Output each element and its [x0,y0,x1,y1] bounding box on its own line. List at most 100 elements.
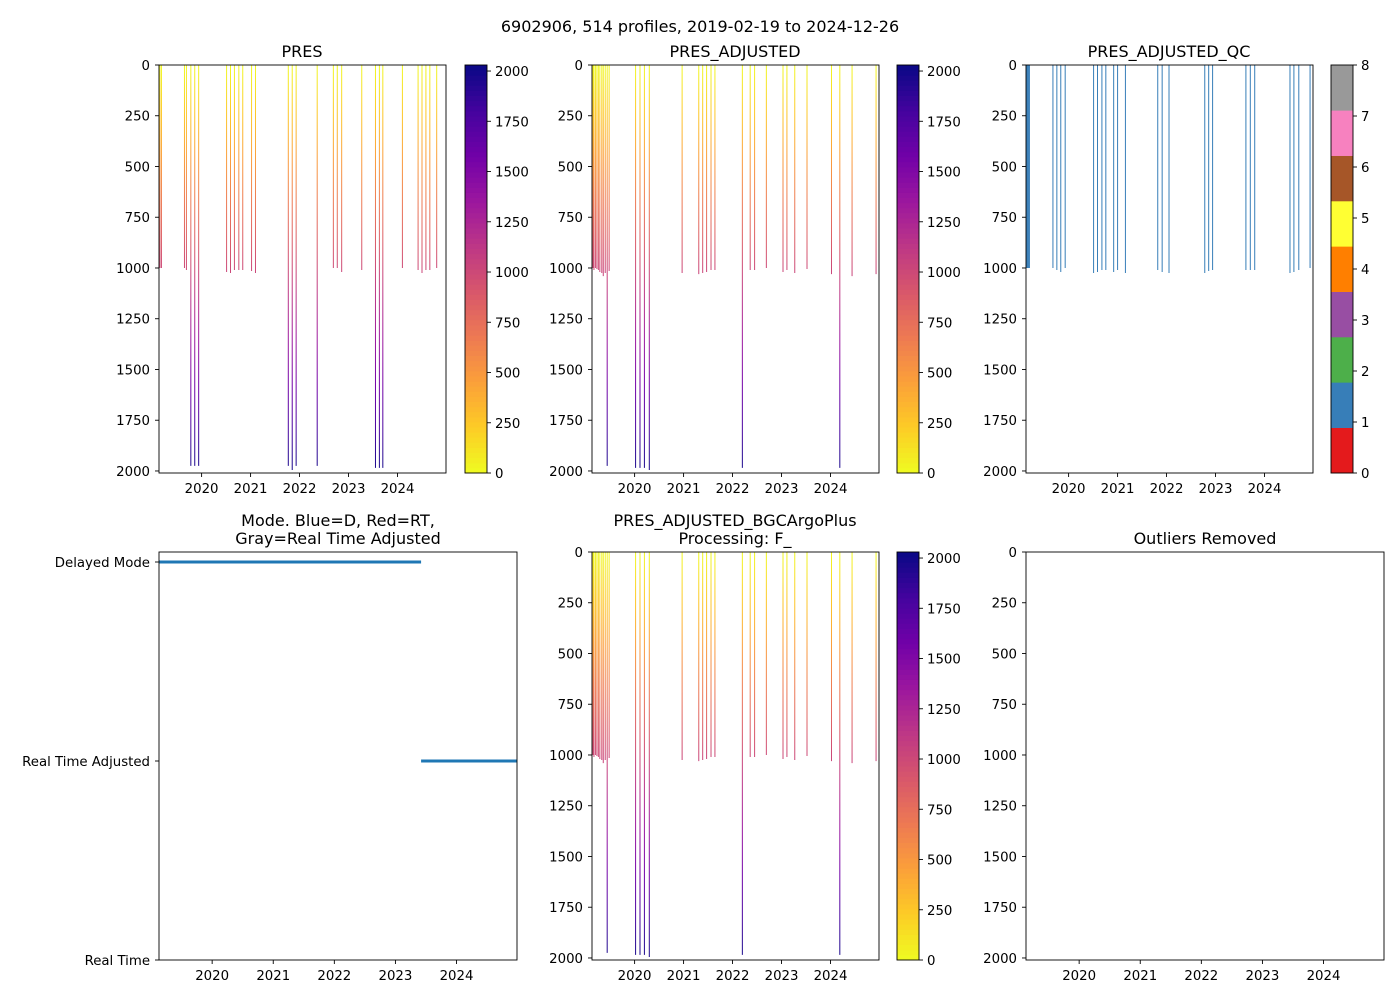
x-tick-label: 2021 [667,969,701,984]
colorbar-step [897,110,919,117]
y-tick-label: 1500 [549,363,583,378]
colorbar-step [897,75,919,81]
colorbar-step [897,771,919,777]
y-tick-label: 500 [992,160,1017,175]
colorbar-step [897,202,919,209]
colorbar-step [897,924,919,930]
panel-title: Outliers Removed [1134,529,1277,548]
colorbar-tick-label: 2 [1361,365,1369,380]
colorbar-step [897,740,919,747]
colorbar-step [465,299,487,306]
colorbar-step [897,812,919,818]
colorbar-step [465,105,487,112]
colorbar-step [897,304,919,311]
colorbar-step [897,628,919,634]
colorbar-step [897,684,919,691]
colorbar-step [465,197,487,204]
colorbar-step [897,750,919,757]
colorbar-tick-label: 250 [927,904,952,919]
x-tick-label: 2021 [1123,969,1157,984]
y-tick-label: 250 [125,110,150,125]
colorbar-step [897,934,919,940]
colorbar-step [465,437,487,443]
colorbar-step [897,355,919,362]
colorbar-step [897,735,919,742]
x-tick-label: 2022 [1150,482,1184,497]
colorbar-tick-label: 1000 [927,266,961,281]
y-tick-label: 500 [558,160,583,175]
colorbar-step [897,299,919,306]
colorbar-step [897,391,919,397]
colorbar-tick-label: 250 [927,417,952,432]
colorbar-step [897,65,919,71]
colorbar-step [897,457,919,464]
x-tick-label: 2020 [1052,482,1086,497]
y-tick-label: 500 [558,647,583,662]
colorbar-step [465,192,487,198]
colorbar-step [897,893,919,900]
colorbar-step [897,873,919,879]
colorbar-step [465,156,487,163]
colorbar-step [897,340,919,346]
x-tick-label: 2024 [1307,969,1341,984]
colorbar-tick-label: 3 [1361,314,1369,329]
colorbar-step [897,401,919,408]
panel-outliers: Outliers Removed 2020 2021 2022 2023 2024 0 250… [983,529,1385,984]
colorbar-tick-label: 1500 [495,166,529,181]
colorbar-step [897,710,919,716]
colorbar-tick-label: 7 [1361,110,1369,125]
colorbar-step [897,699,919,706]
colorbar-step [897,146,919,153]
colorbar-step [897,674,919,680]
colorbar-step [897,648,919,655]
colorbar-step [465,416,487,423]
colorbar-step [465,386,487,392]
colorbar-swatch [1331,291,1353,338]
colorbar-step [465,95,487,102]
colorbar-tick-label: 0 [1361,467,1369,482]
colorbar-tick-label: 4 [1361,263,1369,278]
colorbar-step [897,756,919,762]
colorbar-step [465,289,487,295]
y-tick-label: 1750 [983,414,1017,429]
colorbar-step [897,633,919,640]
colorbar-step [465,314,487,321]
colorbar-step [897,669,919,675]
colorbar-step [465,202,487,209]
colorbar-step [465,355,487,362]
colorbar-step [897,212,919,219]
x-tick-label: 2023 [1246,969,1280,984]
colorbar-step [465,85,487,91]
y-tick-label: 500 [992,647,1017,662]
colorbar-step [897,776,919,782]
colorbar-step [897,462,919,469]
colorbar-step [897,218,919,224]
y-tick-label: 1750 [116,414,150,429]
colorbar-step [897,238,919,244]
colorbar-step [897,432,919,438]
colorbar-step [897,269,919,275]
colorbar-step [465,371,487,377]
axes-frame [591,64,880,474]
colorbar-step [897,253,919,260]
y-tick-label: 250 [992,597,1017,612]
panel-pres_adj: PRES_ADJUSTED 2020 2021 2022 2023 2024 0 250 500… [549,42,961,497]
colorbar-swatch [1331,427,1353,474]
colorbar-step [897,90,919,96]
colorbar-step [465,411,487,418]
colorbar-step [897,878,919,884]
colorbar-step [897,70,919,76]
x-tick-label: 2021 [667,482,701,497]
x-tick-label: 2020 [1062,969,1096,984]
colorbar-step [897,223,919,229]
colorbar-step [897,638,919,645]
colorbar-step [465,350,487,357]
colorbar-frame [896,551,920,961]
colorbar-step [465,447,487,453]
colorbar-step [897,309,919,316]
colorbar-step [465,340,487,346]
y-tick-label: 2000 [549,465,583,480]
colorbar-step [465,279,487,285]
colorbar-step [897,228,919,234]
x-tick-label: 2023 [765,969,799,984]
